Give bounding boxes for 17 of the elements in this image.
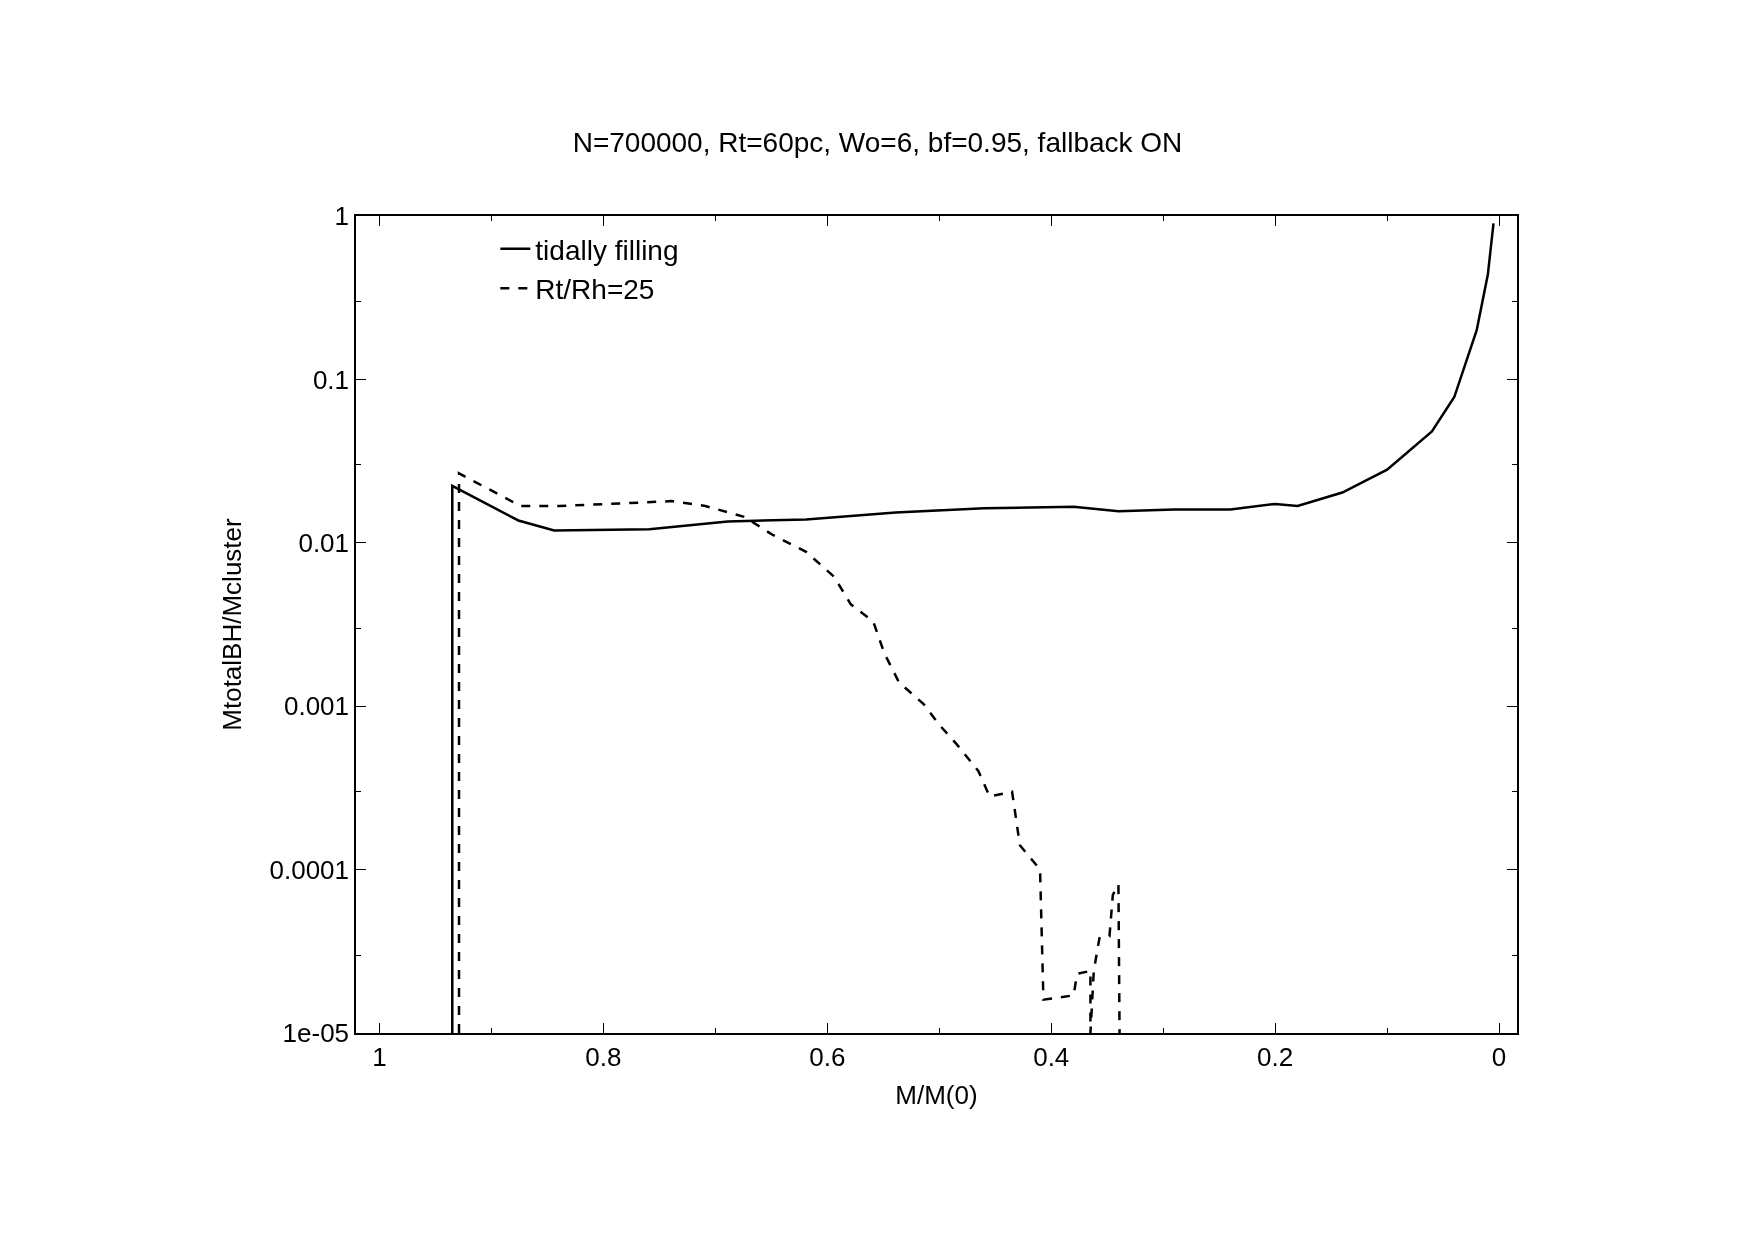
y-tick-label: 0.1	[312, 364, 350, 395]
y-tick-label: 1	[334, 201, 350, 232]
y-tick-label: 0.001	[283, 691, 350, 722]
y-axis-title: MtotalBH/Mcluster	[217, 517, 248, 731]
x-tick-label: 0	[1491, 1041, 1507, 1072]
x-axis-title: M/M(0)	[895, 1080, 978, 1111]
legend-label: Rt/Rh=25	[535, 274, 655, 306]
y-tick-label: 1e-05	[282, 1018, 350, 1049]
x-tick-label: 0.6	[809, 1041, 846, 1072]
legend-label: tidally filling	[535, 234, 679, 266]
x-tick-label: 0.2	[1257, 1041, 1294, 1072]
chart-title: N=700000, Rt=60pc, Wo=6, bf=0.95, fallback ON	[572, 127, 1183, 159]
y-tick-label: 0.0001	[269, 854, 350, 885]
x-tick-label: 1	[372, 1041, 387, 1072]
x-tick-label: 0.4	[1033, 1041, 1070, 1072]
y-tick-label: 0.01	[298, 527, 350, 558]
x-tick-label: 0.8	[585, 1041, 622, 1072]
